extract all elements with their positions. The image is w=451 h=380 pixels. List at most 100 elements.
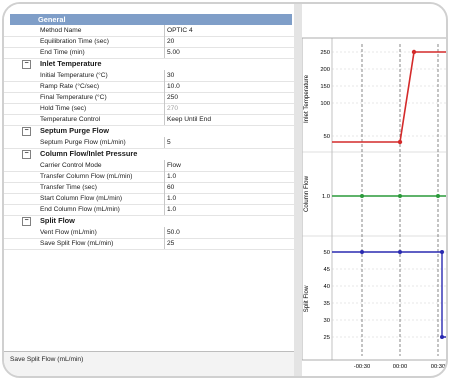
property-name: Transfer Time (sec)	[40, 184, 97, 191]
property-row[interactable]: Start Column Flow (mL/min) 1.0	[4, 193, 294, 205]
property-row[interactable]: Carrier Control Mode Flow	[4, 160, 294, 172]
y-tick-label: 50	[324, 250, 330, 256]
y-tick-label: 250	[320, 50, 330, 56]
y-tick-label: 25	[324, 335, 330, 341]
column-flow-axis-label: Column Flow	[303, 175, 310, 212]
property-row[interactable]: Ramp Rate (°C/sec) 10.0	[4, 81, 294, 93]
property-row[interactable]: Hold Time (sec) 270	[4, 103, 294, 115]
y-tick-label: 1.0	[322, 194, 330, 200]
property-name: Ramp Rate (°C/sec)	[40, 83, 100, 90]
column-flow-point[interactable]	[436, 194, 440, 198]
collapse-icon[interactable]: −	[22, 217, 31, 226]
property-row[interactable]: Method Name OPTIC 4	[4, 25, 294, 37]
property-value[interactable]: 10.0	[164, 81, 295, 92]
property-name: Save Split Flow (mL/min)	[40, 240, 114, 247]
collapse-icon[interactable]: −	[22, 60, 31, 69]
property-name: Septum Purge Flow	[40, 126, 109, 135]
split-flow-point[interactable]	[440, 335, 444, 339]
x-tick-label: 00:30	[431, 364, 446, 370]
split-flow-point[interactable]	[440, 250, 444, 254]
split-flow-point[interactable]	[398, 250, 402, 254]
property-value[interactable]: Flow	[164, 160, 295, 171]
property-value[interactable]: 1.0	[164, 204, 295, 215]
column-ticks: 1.0	[322, 194, 330, 200]
property-value[interactable]: 270	[164, 103, 295, 114]
collapse-icon[interactable]: −	[22, 150, 31, 159]
temperature-axis-label: Inlet Temperature	[303, 74, 310, 123]
property-value[interactable]: 25	[164, 238, 295, 249]
property-name: Septum Purge Flow (mL/min)	[40, 139, 126, 146]
property-row[interactable]: Initial Temperature (°C) 30	[4, 70, 294, 82]
property-name: Split Flow	[40, 216, 75, 225]
column-flow-point[interactable]	[360, 194, 364, 198]
property-value[interactable]: 20	[164, 36, 295, 47]
property-name: Initial Temperature (°C)	[40, 72, 108, 79]
y-tick-label: 100	[320, 101, 330, 107]
chart-frame	[301, 37, 446, 361]
property-help-text: Save Split Flow (mL/min)	[10, 356, 84, 363]
property-row[interactable]: End Column Flow (mL/min) 1.0	[4, 204, 294, 216]
property-value[interactable]: 1.0	[164, 171, 295, 182]
y-tick-label: 35	[324, 301, 330, 307]
app-window: General Method Name OPTIC 4 Equilibration T…	[2, 2, 448, 378]
property-value[interactable]: 5	[164, 137, 295, 148]
property-row[interactable]: Transfer Column Flow (mL/min) 1.0	[4, 171, 294, 183]
temperature-point[interactable]	[411, 49, 417, 55]
y-tick-label: 40	[324, 284, 330, 290]
property-name: Inlet Temperature	[40, 59, 102, 68]
property-name: End Time (min)	[40, 49, 85, 56]
split-flow-series-line	[332, 251, 446, 338]
method-charts: Inlet Temperature Column Flow Split Flow…	[301, 37, 446, 370]
category-row[interactable]: − Septum Purge Flow	[4, 125, 294, 136]
property-row[interactable]: Transfer Time (sec) 60	[4, 182, 294, 194]
property-value[interactable]: 50.0	[164, 227, 295, 238]
property-help-pane: Save Split Flow (mL/min)	[4, 351, 294, 376]
category-general[interactable]: General	[10, 14, 292, 25]
property-value[interactable]: 250	[164, 92, 295, 103]
property-name: End Column Flow (mL/min)	[40, 206, 120, 213]
property-value[interactable]: 5.00	[164, 47, 295, 58]
temperature-point[interactable]	[397, 139, 403, 145]
property-grid: General Method Name OPTIC 4 Equilibration T…	[4, 4, 295, 376]
y-tick-label: 150	[320, 84, 330, 90]
x-tick-label: 00:00	[393, 364, 408, 370]
property-name: Transfer Column Flow (mL/min)	[40, 173, 133, 180]
property-row[interactable]: Temperature Control Keep Until End	[4, 114, 294, 126]
property-row[interactable]: Save Split Flow (mL/min) 25	[4, 238, 294, 250]
y-tick-label: 50	[324, 134, 330, 140]
property-name: Vent Flow (mL/min)	[40, 229, 97, 236]
property-row[interactable]: Vent Flow (mL/min) 50.0	[4, 227, 294, 239]
category-row[interactable]: − Column Flow/Inlet Pressure	[4, 148, 294, 159]
column-flow-point[interactable]	[398, 194, 402, 198]
property-value[interactable]: 60	[164, 182, 295, 193]
y-tick-label: 30	[324, 318, 330, 324]
property-value[interactable]: Keep Until End	[164, 114, 295, 125]
collapse-icon[interactable]: −	[22, 127, 31, 136]
property-row[interactable]: Septum Purge Flow (mL/min) 5	[4, 137, 294, 149]
property-name: Column Flow/Inlet Pressure	[40, 149, 138, 158]
chart-gridlines	[361, 44, 439, 356]
property-name: Temperature Control	[40, 116, 101, 123]
split-flow-axis-label: Split Flow	[303, 285, 310, 312]
property-name: Equilibration Time (sec)	[40, 38, 109, 45]
category-row[interactable]: − Split Flow	[4, 215, 294, 226]
chart-pane: Inlet Temperature Column Flow Split Flow…	[301, 4, 446, 376]
property-row[interactable]: Final Temperature (°C) 250	[4, 92, 294, 104]
split-flow-point[interactable]	[360, 250, 364, 254]
property-value[interactable]: 30	[164, 70, 295, 81]
property-name: Final Temperature (°C)	[40, 94, 107, 101]
property-value[interactable]: 1.0	[164, 193, 295, 204]
property-value[interactable]: OPTIC 4	[164, 25, 295, 36]
property-name: Start Column Flow (mL/min)	[40, 195, 123, 202]
temperature-series-line	[332, 51, 446, 143]
property-row[interactable]: Equilibration Time (sec) 20	[4, 36, 294, 48]
property-name: Hold Time (sec)	[40, 105, 87, 112]
chart-series	[332, 49, 446, 339]
property-grid-gutter	[4, 4, 34, 314]
property-name: Carrier Control Mode	[40, 162, 102, 169]
property-row[interactable]: End Time (min) 5.00	[4, 47, 294, 59]
category-row[interactable]: − Inlet Temperature	[4, 58, 294, 69]
y-tick-label: 45	[324, 267, 330, 273]
y-tick-label: 200	[320, 67, 330, 73]
